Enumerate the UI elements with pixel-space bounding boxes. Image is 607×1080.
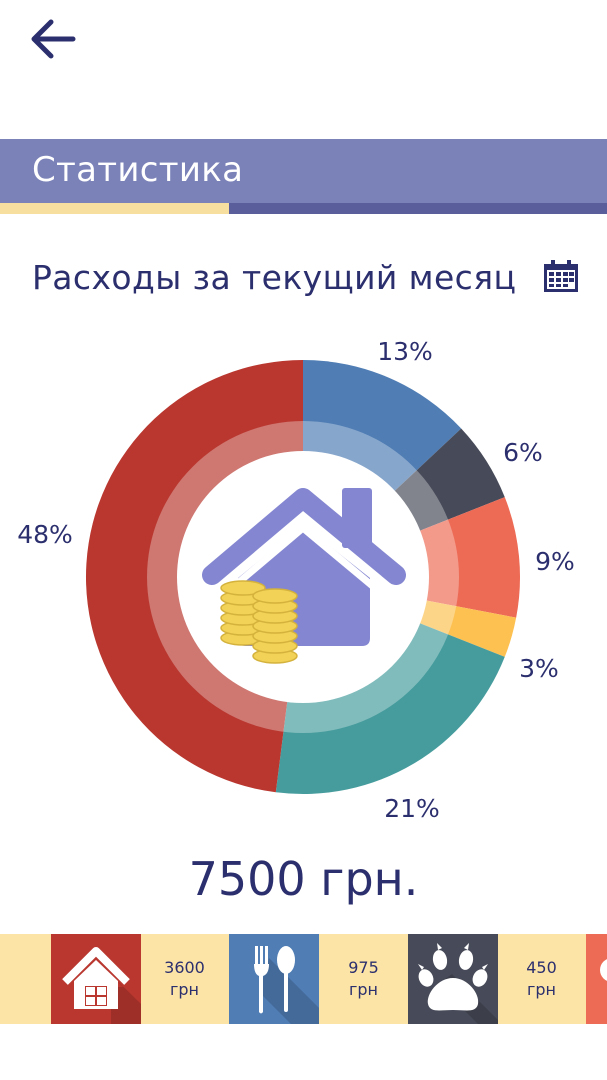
slice-label-6: 48% bbox=[17, 520, 73, 549]
category-amount-food: 975 грн bbox=[319, 934, 408, 1024]
slice-label-1: 13% bbox=[377, 337, 433, 366]
category-tile-home[interactable] bbox=[51, 934, 141, 1024]
expense-donut-chart: 13% 6% 9% 3% 21% 48% bbox=[17, 337, 575, 823]
slice-label-4: 3% bbox=[519, 654, 559, 683]
page-title: Статистика bbox=[32, 150, 244, 190]
slice-label-5: 21% bbox=[384, 794, 440, 823]
amount-value: 975 bbox=[348, 958, 379, 977]
calendar-icon bbox=[544, 260, 578, 292]
section-title: Расходы за текущий месяц bbox=[32, 258, 517, 297]
total-amount: 7500 грн. bbox=[188, 852, 419, 906]
header-bar bbox=[0, 139, 607, 203]
house-with-coins-icon bbox=[202, 488, 406, 664]
amount-unit: грн bbox=[348, 980, 379, 999]
header-progress-bar bbox=[0, 203, 607, 214]
amount-value: 450 bbox=[526, 958, 557, 977]
fork-spoon-icon bbox=[229, 934, 319, 1024]
back-button[interactable] bbox=[22, 14, 84, 64]
category-tile-pets[interactable] bbox=[408, 934, 498, 1024]
paw-icon bbox=[408, 934, 498, 1024]
home-icon bbox=[51, 934, 141, 1024]
category-amount-pets: 450 грн bbox=[497, 934, 586, 1024]
category-amount-home: 3600 грн bbox=[140, 934, 229, 1024]
calendar-button[interactable] bbox=[542, 259, 582, 295]
slice-label-2: 6% bbox=[503, 438, 543, 467]
slice-label-3: 9% bbox=[535, 547, 575, 576]
category-strip[interactable]: 3600 грн 975 грн bbox=[0, 934, 607, 1024]
arrow-left-icon bbox=[31, 19, 76, 59]
category-tile-partial[interactable] bbox=[586, 934, 607, 1024]
header-progress-fill bbox=[0, 203, 229, 214]
amount-unit: грн bbox=[169, 980, 200, 999]
partial-icon bbox=[586, 934, 607, 1024]
amount-unit: грн bbox=[526, 980, 557, 999]
amount-value: 3600 bbox=[164, 958, 205, 977]
category-tile-food[interactable] bbox=[229, 934, 319, 1024]
